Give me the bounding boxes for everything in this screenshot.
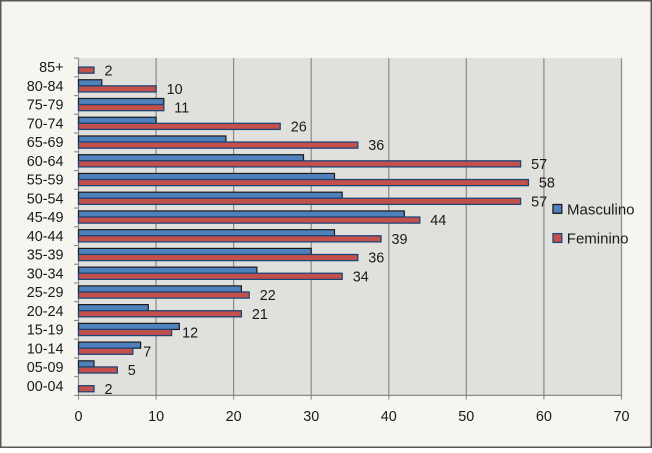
svg-text:7: 7 [143, 344, 151, 360]
svg-text:25-29: 25-29 [27, 285, 64, 301]
svg-text:39: 39 [392, 232, 408, 248]
svg-text:45-49: 45-49 [27, 210, 64, 226]
svg-text:Masculino: Masculino [567, 201, 635, 218]
svg-text:11: 11 [174, 101, 189, 117]
svg-text:30: 30 [303, 409, 319, 425]
svg-text:70-74: 70-74 [27, 116, 64, 132]
svg-text:Feminino: Feminino [567, 230, 629, 247]
svg-text:40: 40 [381, 409, 397, 425]
svg-text:10: 10 [167, 82, 183, 98]
svg-text:21: 21 [252, 307, 268, 323]
svg-text:57: 57 [531, 157, 547, 173]
svg-text:85+: 85+ [39, 60, 63, 76]
svg-text:50: 50 [458, 409, 474, 425]
svg-text:75-79: 75-79 [27, 98, 64, 114]
svg-text:20: 20 [226, 409, 242, 425]
svg-text:20-24: 20-24 [27, 304, 64, 320]
svg-text:2: 2 [105, 382, 113, 398]
svg-text:26: 26 [291, 119, 307, 135]
svg-text:50-54: 50-54 [27, 191, 64, 207]
svg-text:10: 10 [148, 409, 164, 425]
svg-text:12: 12 [182, 326, 198, 342]
svg-text:44: 44 [430, 213, 446, 229]
svg-text:80-84: 80-84 [27, 79, 64, 95]
svg-text:70: 70 [613, 409, 629, 425]
svg-text:05-09: 05-09 [27, 360, 64, 376]
svg-text:2: 2 [105, 63, 113, 79]
svg-text:57: 57 [531, 194, 547, 210]
svg-text:36: 36 [368, 251, 384, 267]
svg-text:58: 58 [539, 176, 555, 192]
svg-text:65-69: 65-69 [27, 135, 64, 151]
svg-text:5: 5 [128, 363, 136, 379]
svg-text:36: 36 [368, 138, 384, 154]
svg-text:15-19: 15-19 [27, 323, 64, 339]
svg-text:30-34: 30-34 [27, 266, 64, 282]
svg-text:00-04: 00-04 [27, 379, 64, 395]
svg-text:35-39: 35-39 [27, 248, 64, 264]
svg-text:60: 60 [536, 409, 552, 425]
svg-text:22: 22 [260, 288, 276, 304]
svg-text:10-14: 10-14 [27, 341, 64, 357]
svg-text:40-44: 40-44 [27, 229, 64, 245]
svg-text:34: 34 [353, 269, 369, 285]
svg-text:0: 0 [74, 409, 82, 425]
svg-text:60-64: 60-64 [27, 154, 64, 170]
svg-text:55-59: 55-59 [27, 173, 64, 189]
